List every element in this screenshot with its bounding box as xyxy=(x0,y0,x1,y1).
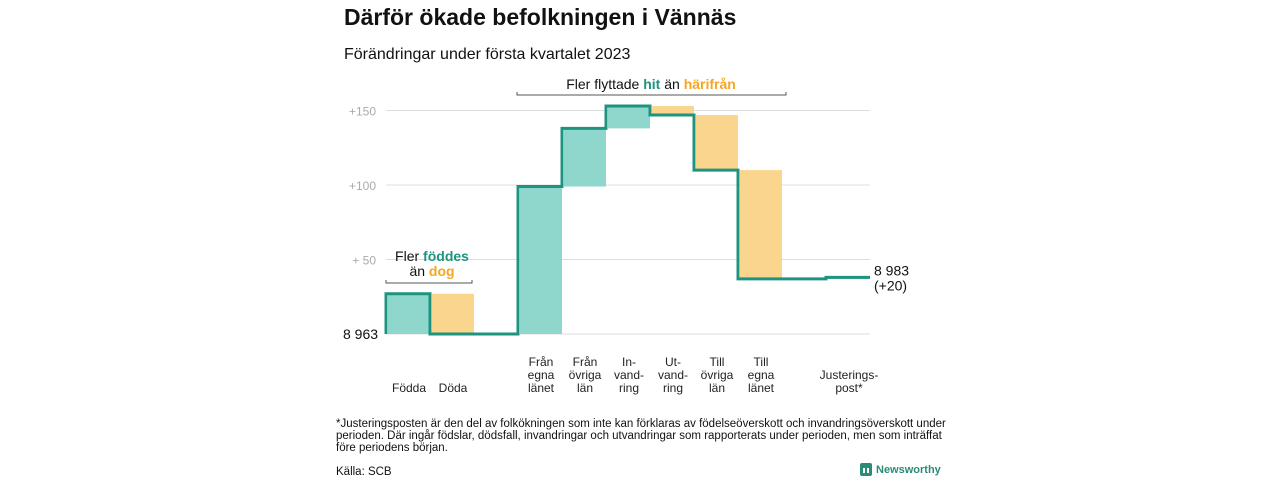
category-label: In- xyxy=(622,355,636,369)
category-label: Födda xyxy=(392,381,426,395)
brand-logo: Newsworthy xyxy=(860,463,941,476)
category-label: vand- xyxy=(614,368,644,382)
category-label: Ut- xyxy=(665,355,681,369)
annotation-bracket xyxy=(385,280,473,284)
category-label: länet xyxy=(528,381,555,395)
category-label: länet xyxy=(748,381,775,395)
cumulative-step-line xyxy=(384,104,870,336)
category-label: Från xyxy=(529,355,554,369)
category-label: Döda xyxy=(439,381,468,395)
waterfall-bar xyxy=(740,170,782,279)
source-note: Källa: SCB xyxy=(336,466,392,478)
annotation-births-deaths: Fler föddes xyxy=(395,248,469,264)
newsworthy-icon xyxy=(860,463,872,476)
waterfall-bar xyxy=(608,106,650,129)
chart-title: Därför ökade befolkningen i Vännäs xyxy=(344,4,737,30)
y-tick-label: + 50 xyxy=(352,254,376,268)
brand-name: Newsworthy xyxy=(876,463,941,476)
category-label: egna xyxy=(528,368,555,382)
waterfall-bar xyxy=(432,293,474,334)
waterfall-bar xyxy=(696,114,738,171)
category-label: egna xyxy=(748,368,775,382)
chart-subtitle: Förändringar under första kvartalet 2023 xyxy=(344,46,631,63)
y-tick-label: +100 xyxy=(349,179,376,193)
category-label: post* xyxy=(835,381,863,395)
category-label: Till xyxy=(754,355,769,369)
waterfall-bar xyxy=(652,106,694,115)
end-value-label: (+20) xyxy=(874,277,907,293)
annotation-bracket xyxy=(516,92,787,96)
waterfall-bar xyxy=(388,293,430,334)
category-label: övriga xyxy=(569,368,602,382)
category-label: ring xyxy=(663,381,683,395)
category-label: Justerings- xyxy=(820,368,879,382)
start-value-label: 8 963 xyxy=(343,326,378,342)
category-label: vand- xyxy=(658,368,688,382)
category-label: ring xyxy=(619,381,639,395)
category-label: övriga xyxy=(701,368,734,382)
annotation-migration: Fler flyttade hit än härifrån xyxy=(566,76,736,92)
category-label: län xyxy=(709,381,725,395)
waterfall-bar xyxy=(564,128,606,187)
end-value-label: 8 983 xyxy=(874,262,909,278)
waterfall-bar xyxy=(520,186,562,334)
annotation-births-deaths: än dog xyxy=(409,263,454,279)
footnote: *Justeringsposten är den del av folkökni… xyxy=(336,418,946,454)
category-label: Från xyxy=(573,355,598,369)
y-tick-label: +150 xyxy=(349,105,376,119)
category-label: Till xyxy=(710,355,725,369)
category-label: län xyxy=(577,381,593,395)
